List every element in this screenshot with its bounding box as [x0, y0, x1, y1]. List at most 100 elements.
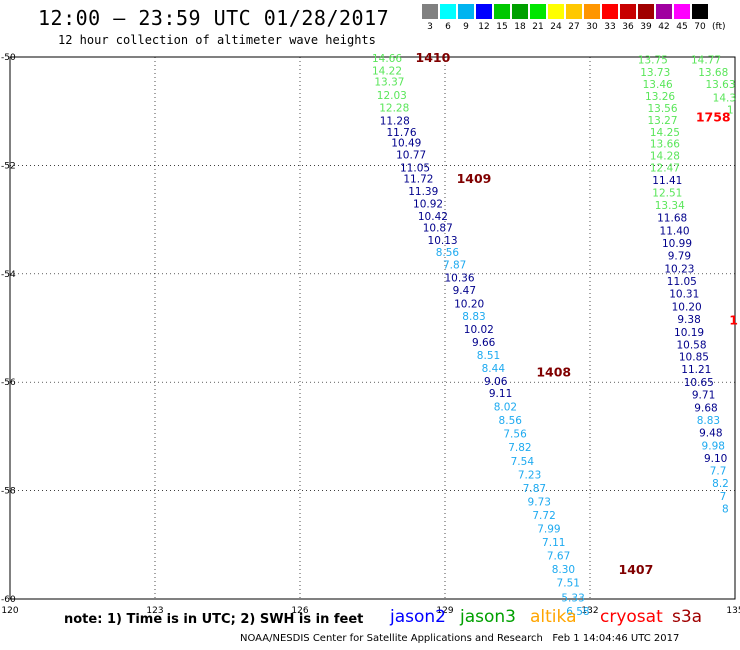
- wave-height-value: 13.46: [643, 79, 673, 91]
- wave-height-value: 10.36: [444, 273, 474, 285]
- lat-tick-label: -52: [1, 161, 16, 171]
- wave-height-value: 9.11: [489, 388, 512, 400]
- wave-height-value: 10.02: [464, 324, 494, 336]
- lat-tick-label: -60: [1, 595, 16, 605]
- lon-tick-label: 132: [581, 606, 598, 616]
- scale-label: 9: [463, 22, 469, 32]
- wave-height-value: 10.13: [428, 235, 458, 247]
- wave-height-value: 11.28: [380, 115, 410, 127]
- lon-tick-label: 129: [436, 606, 453, 616]
- scale-swatch: [548, 4, 564, 19]
- lon-tick-label: 135: [726, 606, 740, 616]
- wave-height-value: 9.66: [472, 337, 496, 349]
- lat-tick-label: -56: [1, 378, 16, 388]
- wave-height-value: 7.99: [537, 524, 560, 536]
- satellite-altika: altika: [530, 607, 577, 627]
- wave-height-value: 11.40: [660, 225, 690, 237]
- wave-height-value: 7.23: [518, 469, 541, 481]
- wave-height-value: 11.76: [386, 127, 416, 139]
- wave-height-value: 13.75: [638, 55, 668, 67]
- scale-swatch: [512, 4, 528, 19]
- scale-swatch: [692, 4, 708, 19]
- scale-swatch: [602, 4, 618, 19]
- map-subtitle: 12 hour collection of altimeter wave hei…: [58, 33, 376, 47]
- scale-label: 33: [604, 22, 616, 32]
- wave-height-value: 7.56: [503, 429, 527, 441]
- wave-height-value: 8.44: [482, 363, 506, 375]
- wave-height-value: 8.83: [462, 311, 485, 323]
- wave-height-value: 10.77: [396, 150, 426, 162]
- wave-height-value: 8.30: [552, 564, 575, 576]
- wave-height-value: 8.56: [436, 247, 460, 259]
- wave-height-value: 11.41: [652, 175, 682, 187]
- scale-label: 6: [445, 22, 451, 32]
- wave-height-value: 7.67: [547, 551, 570, 563]
- wave-height-value: 13.73: [640, 67, 670, 79]
- wave-height-value: 13.34: [655, 200, 685, 212]
- wave-height-value: 9.71: [692, 390, 715, 402]
- pass-number-label: 1: [729, 312, 738, 327]
- wave-height-value: 11.39: [408, 186, 438, 198]
- wave-height-value: 14.22: [372, 66, 402, 78]
- scale-swatch: [440, 4, 456, 19]
- satellite-cryosat: cryosat: [600, 607, 663, 627]
- wave-height-value: 13.66: [650, 139, 680, 151]
- timestamp: Feb 1 14:04:46 UTC 2017: [552, 633, 680, 644]
- lat-tick-label: -54: [1, 270, 16, 280]
- lon-tick-label: 120: [1, 606, 18, 616]
- scale-swatch: [530, 4, 546, 19]
- wave-height-value: 9.10: [704, 453, 727, 465]
- wave-height-value: 10.49: [391, 138, 421, 150]
- wave-height-value: 10.20: [672, 301, 702, 313]
- pass-number-label: 1408: [536, 364, 571, 379]
- wave-height-value: 7.54: [511, 456, 535, 468]
- wave-height-value: 10.92: [413, 198, 443, 210]
- wave-height-value: 7.87: [523, 483, 546, 495]
- wave-height-value: 14.66: [372, 53, 402, 65]
- wave-height-value: 11.21: [681, 364, 711, 376]
- wave-height-value: 1: [727, 105, 734, 117]
- wave-height-value: 6.58: [566, 606, 589, 618]
- wave-height-value: 8.51: [477, 350, 500, 362]
- wave-height-value: 8.83: [697, 415, 720, 427]
- wave-height-value: 13.26: [645, 91, 675, 103]
- wave-height-value: 7.7: [710, 466, 727, 478]
- wave-height-value: 8.2: [712, 478, 729, 490]
- wave-height-value: 9.79: [668, 250, 691, 262]
- wave-height-value: 8: [722, 503, 729, 515]
- pass-number-label: 1758: [696, 110, 731, 125]
- scale-swatch: [476, 4, 492, 19]
- scale-label: 36: [622, 22, 634, 32]
- scale-swatch: [458, 4, 474, 19]
- wave-height-value: 12.47: [650, 163, 680, 175]
- wave-height-value: 7.82: [508, 442, 531, 454]
- scale-label: 45: [676, 22, 688, 32]
- wave-height-value: 7.51: [557, 578, 580, 590]
- scale-swatch: [656, 4, 672, 19]
- scale-label: 3: [427, 22, 433, 32]
- wave-height-value: 11.05: [400, 163, 430, 175]
- scale-label: 15: [496, 22, 508, 32]
- pass-number-label: 1407: [619, 562, 654, 577]
- wave-height-value: 9.73: [528, 496, 551, 508]
- wave-height-value: 10.42: [418, 211, 448, 223]
- scale-unit: (ft): [712, 22, 726, 32]
- wave-height-value: 10.23: [664, 263, 694, 275]
- wave-height-value: 12.03: [377, 90, 407, 102]
- wave-height-value: 9.48: [699, 428, 722, 440]
- wave-height-value: 13.37: [374, 76, 404, 88]
- wave-height-value: 13.68: [698, 67, 728, 79]
- pass-number-label: 1409: [457, 171, 492, 186]
- scale-swatch: [566, 4, 582, 19]
- wave-height-value: 7.11: [542, 537, 565, 549]
- satellite-jason3: jason3: [460, 607, 516, 627]
- satellite-jason2: jason2: [390, 607, 446, 627]
- wave-height-value: 8.02: [494, 402, 517, 414]
- pass-number-label: 1410: [416, 50, 451, 65]
- wave-height-value: 10.85: [679, 352, 709, 364]
- scale-label: 70: [694, 22, 706, 32]
- scale-label: 39: [640, 22, 652, 32]
- scale-label: 42: [658, 22, 670, 32]
